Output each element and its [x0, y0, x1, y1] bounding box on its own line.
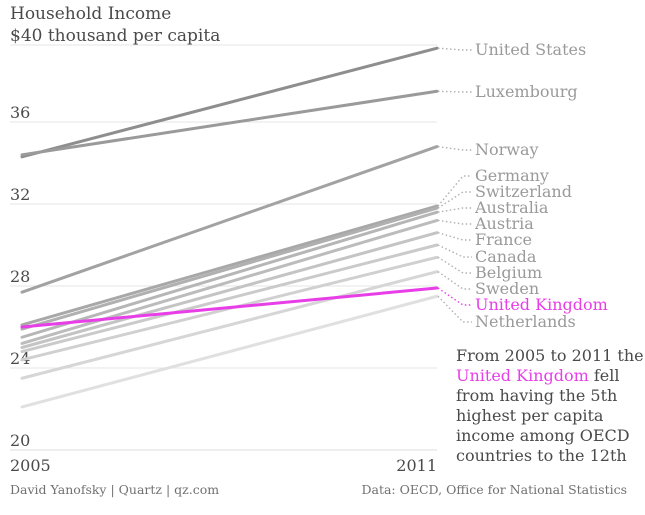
connector-canada [437, 244, 472, 258]
annotation-segment: from having the 5th [456, 386, 617, 405]
y-tick-24: 24 [10, 349, 30, 368]
series-line-norway [20, 145, 439, 294]
series-line-switzerland [20, 206, 439, 331]
series-label-germany: Germany [475, 166, 549, 185]
series-line-netherlands [20, 294, 439, 409]
series-label-austria: Austria [474, 214, 534, 233]
chart-title: Household Income [10, 4, 171, 24]
annotation-segment: From 2005 to 2011 the [456, 346, 644, 365]
series-label-luxembourg: Luxembourg [475, 82, 578, 101]
series-label-canada: Canada [475, 247, 537, 266]
connector-luxembourg [437, 90, 472, 93]
annotation-segment: highest per capita [456, 406, 604, 425]
connector-united-states [437, 47, 472, 51]
series-labels: United States Luxembourg Norway GermanySwit… [474, 40, 608, 331]
series-label-netherlands: Netherlands [475, 312, 576, 331]
series-line-united-states [20, 46, 439, 159]
series-line-canada [20, 243, 439, 354]
series-line-france [20, 231, 439, 349]
connector-sweden [437, 271, 472, 290]
annotation-segment: income among OECD [456, 426, 630, 445]
series-line-germany [20, 204, 439, 327]
series-line-australia [20, 210, 439, 339]
series-label-norway: Norway [475, 140, 539, 159]
chart-subtitle: $40 thousand per capita [10, 26, 220, 46]
annotation-segment: countries to the 12th [456, 446, 627, 465]
series-label-switzerland: Switzerland [475, 182, 572, 201]
y-axis-ticks: 20 24 28 32 36 [10, 103, 30, 450]
footer-source: Data: OECD, Office for National Statisti… [361, 482, 627, 497]
series-label-france: France [475, 230, 532, 249]
gridlines [10, 44, 437, 451]
series-line-sweden [20, 270, 439, 380]
annotation-segment: fell [589, 366, 620, 385]
connector-norway [437, 145, 472, 151]
y-tick-28: 28 [10, 267, 30, 286]
y-tick-36: 36 [10, 103, 30, 122]
series-line-luxembourg [20, 89, 439, 157]
footer-credit: David Yanofsky | Quartz | qz.com [10, 482, 219, 497]
connector-belgium [437, 256, 472, 274]
series-label-belgium: Belgium [475, 263, 542, 282]
connector-austria [437, 219, 472, 225]
series-label-united-kingdom: United Kingdom [475, 295, 608, 314]
y-tick-32: 32 [10, 185, 30, 204]
connector-france [437, 232, 472, 241]
series-lines [20, 46, 439, 409]
series-label-australia: Australia [474, 198, 549, 217]
y-tick-20: 20 [10, 431, 30, 450]
connector-australia [437, 207, 472, 213]
connector-germany [437, 175, 472, 207]
series-line-austria [20, 218, 439, 345]
annotation-text: From 2005 to 2011 the United Kingdom fell… [456, 346, 644, 465]
x-tick-2011: 2011 [396, 456, 437, 475]
connector-switzerland [437, 191, 472, 209]
series-line-united-kingdom [20, 286, 439, 329]
label-connectors [437, 47, 472, 323]
annotation-segment: United Kingdom [456, 366, 589, 385]
x-tick-2005: 2005 [10, 456, 51, 475]
connector-united-kingdom [437, 287, 472, 306]
series-label-united-states: United States [475, 40, 586, 59]
series-label-sweden: Sweden [475, 279, 539, 298]
